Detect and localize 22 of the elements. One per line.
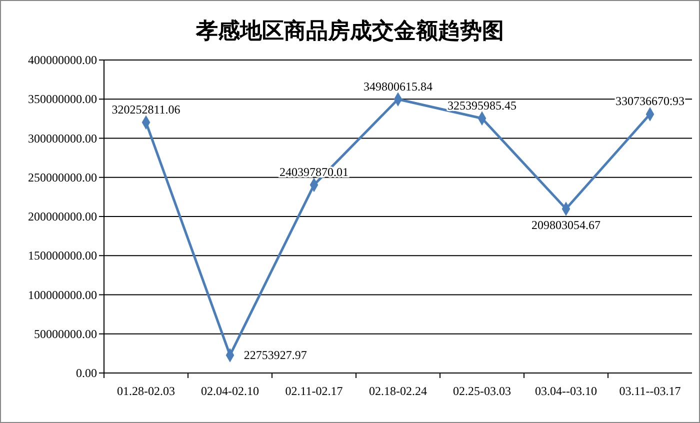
y-tick-label: 400000000.00 bbox=[28, 53, 97, 67]
y-tick-label: 0.00 bbox=[76, 366, 97, 380]
x-tick-label: 02.25-03.03 bbox=[453, 384, 511, 398]
y-tick-label: 350000000.00 bbox=[28, 92, 97, 106]
data-label: 349800615.84 bbox=[364, 79, 432, 94]
x-tick-label: 02.04-02.10 bbox=[201, 384, 259, 398]
x-tick-label: 03.04--03.10 bbox=[535, 384, 597, 398]
data-label: 209803054.67 bbox=[532, 218, 600, 232]
data-label: 320252811.06 bbox=[112, 102, 180, 116]
y-tick-label: 200000000.00 bbox=[28, 210, 97, 224]
x-tick-label: 03.11--03.17 bbox=[619, 384, 681, 398]
data-label: 325395985.45 bbox=[448, 98, 516, 112]
data-label: 22753927.97 bbox=[244, 348, 307, 362]
y-tick-label: 300000000.00 bbox=[28, 131, 97, 146]
x-tick-label: 02.11-02.17 bbox=[285, 384, 343, 398]
y-tick-label: 250000000.00 bbox=[28, 170, 97, 184]
y-tick-label: 100000000.00 bbox=[28, 288, 97, 302]
chart-title: 孝感地区商品房成交金额趋势图 bbox=[195, 18, 504, 43]
y-tick-label: 50000000.00 bbox=[34, 326, 97, 341]
y-tick-label: 150000000.00 bbox=[28, 248, 97, 263]
x-tick-label: 01.28-02.03 bbox=[117, 384, 175, 398]
x-tick-label: 02.18-02.24 bbox=[369, 384, 427, 398]
